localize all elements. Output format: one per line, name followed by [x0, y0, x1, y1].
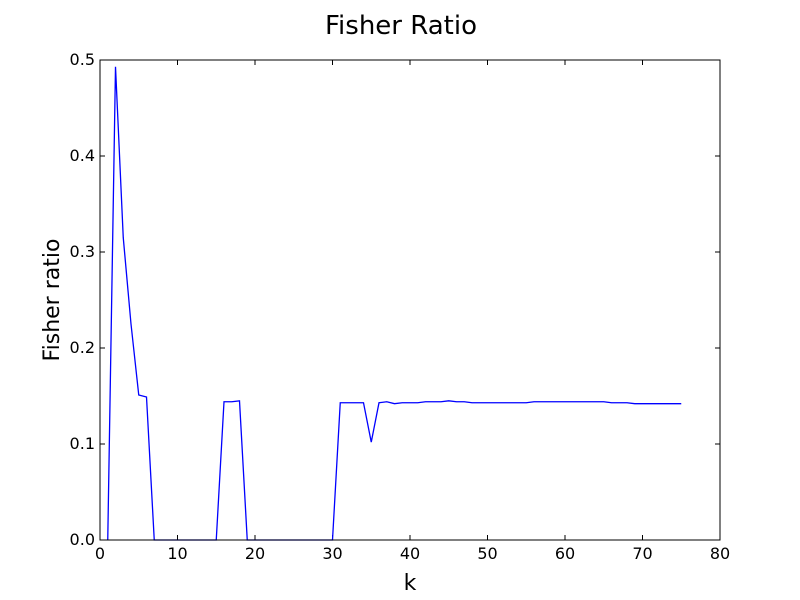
y-axis-label: Fisher ratio: [40, 239, 65, 362]
x-tick-label: 30: [322, 544, 342, 563]
plot-frame: [99, 59, 721, 541]
tick-labels: 0 10 20 30 40 50 60 70 80 0.0 0.1 0.2 0.3 0.4 0.5: [70, 50, 731, 563]
x-tick-label: 40: [400, 544, 420, 563]
y-tick-label: 0.3: [70, 242, 95, 261]
x-axis-label: k: [404, 571, 417, 596]
y-tick-label: 0.4: [70, 146, 95, 165]
chart-title: Fisher Ratio: [325, 11, 477, 41]
x-tick-label: 20: [245, 544, 265, 563]
x-tick-label: 0: [95, 544, 105, 563]
x-tick-label: 60: [555, 544, 575, 563]
x-tick-label: 70: [632, 544, 652, 563]
y-tick-label: 0.0: [70, 530, 95, 549]
plot-area: [100, 60, 720, 540]
y-tick-label: 0.1: [70, 434, 95, 453]
y-tick-label: 0.2: [70, 338, 95, 357]
x-tick-label: 80: [710, 544, 730, 563]
y-tick-label: 0.5: [70, 50, 95, 69]
x-tick-label: 10: [167, 544, 187, 563]
x-tick-label: 50: [477, 544, 497, 563]
